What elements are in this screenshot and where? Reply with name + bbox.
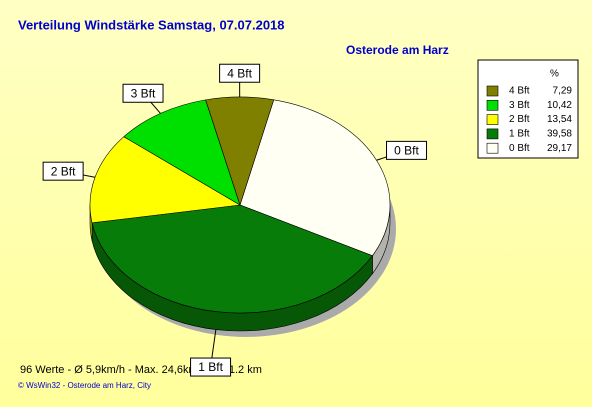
legend-label: 2 Bft <box>509 114 530 125</box>
slice-label-box <box>42 161 84 181</box>
legend-swatch <box>486 114 499 125</box>
legend-label: 0 Bft <box>509 143 530 154</box>
legend-value: 10,42 <box>547 100 572 111</box>
footer-copyright: © WsWin32 - Osterode am Harz, City <box>18 381 151 390</box>
chart-subtitle: Osterode am Harz <box>346 43 449 57</box>
legend-value: 39,58 <box>547 129 572 140</box>
slice <box>89 136 241 224</box>
slice-label-box <box>386 140 428 160</box>
slice-label: 0 Bft <box>394 144 419 158</box>
slice-label-box <box>190 357 232 377</box>
slice <box>123 99 241 206</box>
legend-label: 1 Bft <box>509 129 530 140</box>
slice-label: 3 Bft <box>131 86 156 100</box>
slice <box>91 204 373 314</box>
legend-swatch <box>486 100 499 111</box>
legend-value: 29,17 <box>547 143 572 154</box>
legend-swatch <box>486 85 499 97</box>
slice <box>205 96 275 206</box>
legend-value: 13,54 <box>547 114 572 125</box>
chart-title: Verteilung Windstärke Samstag, 07.07.201… <box>18 17 285 32</box>
legend-label: 4 Bft <box>509 86 530 97</box>
slice <box>239 99 391 257</box>
slice-label-box <box>122 83 164 103</box>
slice-label-box <box>219 63 261 83</box>
legend-title: % <box>550 69 559 80</box>
slice-label: 1 Bft <box>198 360 223 374</box>
legend-label: 3 Bft <box>509 100 530 111</box>
slice-label: 2 Bft <box>51 164 76 178</box>
legend-swatch <box>486 142 499 154</box>
legend-swatch <box>486 128 499 140</box>
slice-label: 4 Bft <box>227 66 252 80</box>
legend-value: 7,29 <box>553 86 573 97</box>
